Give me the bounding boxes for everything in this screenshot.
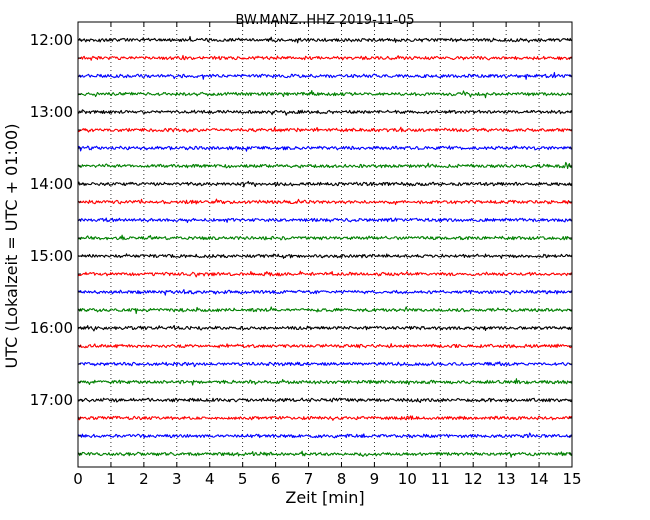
seismogram-trace [77, 71, 573, 80]
seismogram-trace [77, 145, 573, 152]
seismogram-trace [77, 126, 573, 133]
seismogram-trace [77, 180, 573, 188]
x-tick-label: 0 [73, 470, 83, 488]
seismogram-trace [77, 270, 573, 278]
seismogram-trace [78, 397, 573, 403]
x-tick-label: 7 [304, 470, 314, 488]
seismogram-trace [77, 378, 573, 386]
x-tick-label: 14 [530, 470, 549, 488]
seismogram-trace [77, 198, 573, 206]
x-tick-label: 2 [139, 470, 149, 488]
y-tick-label: 12:00 [30, 31, 73, 49]
seismogram-trace [77, 161, 573, 170]
seismogram-trace [77, 450, 573, 458]
chart-title: BW.MANZ..HHZ 2019-11-05 [235, 13, 414, 28]
x-tick-label: 9 [370, 470, 380, 488]
x-tick-label: 10 [398, 470, 417, 488]
x-tick-label: 6 [271, 470, 281, 488]
x-tick-label: 8 [337, 470, 347, 488]
seismogram-trace [77, 234, 573, 241]
y-tick-label: 16:00 [30, 319, 73, 337]
seismogram-trace [77, 109, 573, 116]
seismogram-trace [77, 306, 573, 315]
x-tick-label: 13 [497, 470, 516, 488]
seismogram-trace [77, 253, 573, 259]
seismogram-trace [77, 35, 573, 44]
seismogram-trace [77, 432, 573, 439]
seismogram-traces [77, 35, 573, 458]
x-tick-label: 15 [562, 470, 581, 488]
x-tick-label: 12 [464, 470, 483, 488]
y-axis-label: UTC (Lokalzeit = UTC + 01:00) [2, 124, 21, 369]
y-axis-ticks: 12:00 13:00 14:00 15:00 16:00 17:00 [30, 31, 572, 455]
seismogram-trace [77, 289, 573, 296]
seismogram-trace [77, 54, 573, 61]
x-axis-ticks: 0 1 2 3 4 5 6 7 8 9 10 11 12 13 14 15 [73, 22, 582, 488]
seismogram-trace [77, 343, 573, 349]
x-tick-label: 11 [431, 470, 450, 488]
seismogram-trace [77, 361, 573, 368]
seismogram-trace [77, 324, 573, 332]
y-tick-label: 13:00 [30, 103, 73, 121]
y-tick-label: 17:00 [30, 391, 73, 409]
x-tick-label: 4 [205, 470, 215, 488]
x-tick-label: 1 [106, 470, 116, 488]
seismogram-trace [77, 217, 573, 224]
y-tick-label: 15:00 [30, 247, 73, 265]
x-axis-label: Zeit [min] [285, 488, 364, 507]
y-tick-label: 14:00 [30, 175, 73, 193]
x-tick-label: 5 [238, 470, 248, 488]
seismogram-trace [77, 90, 573, 99]
plot-frame [77, 21, 573, 468]
x-tick-label: 3 [172, 470, 182, 488]
seismogram-trace [77, 415, 573, 421]
